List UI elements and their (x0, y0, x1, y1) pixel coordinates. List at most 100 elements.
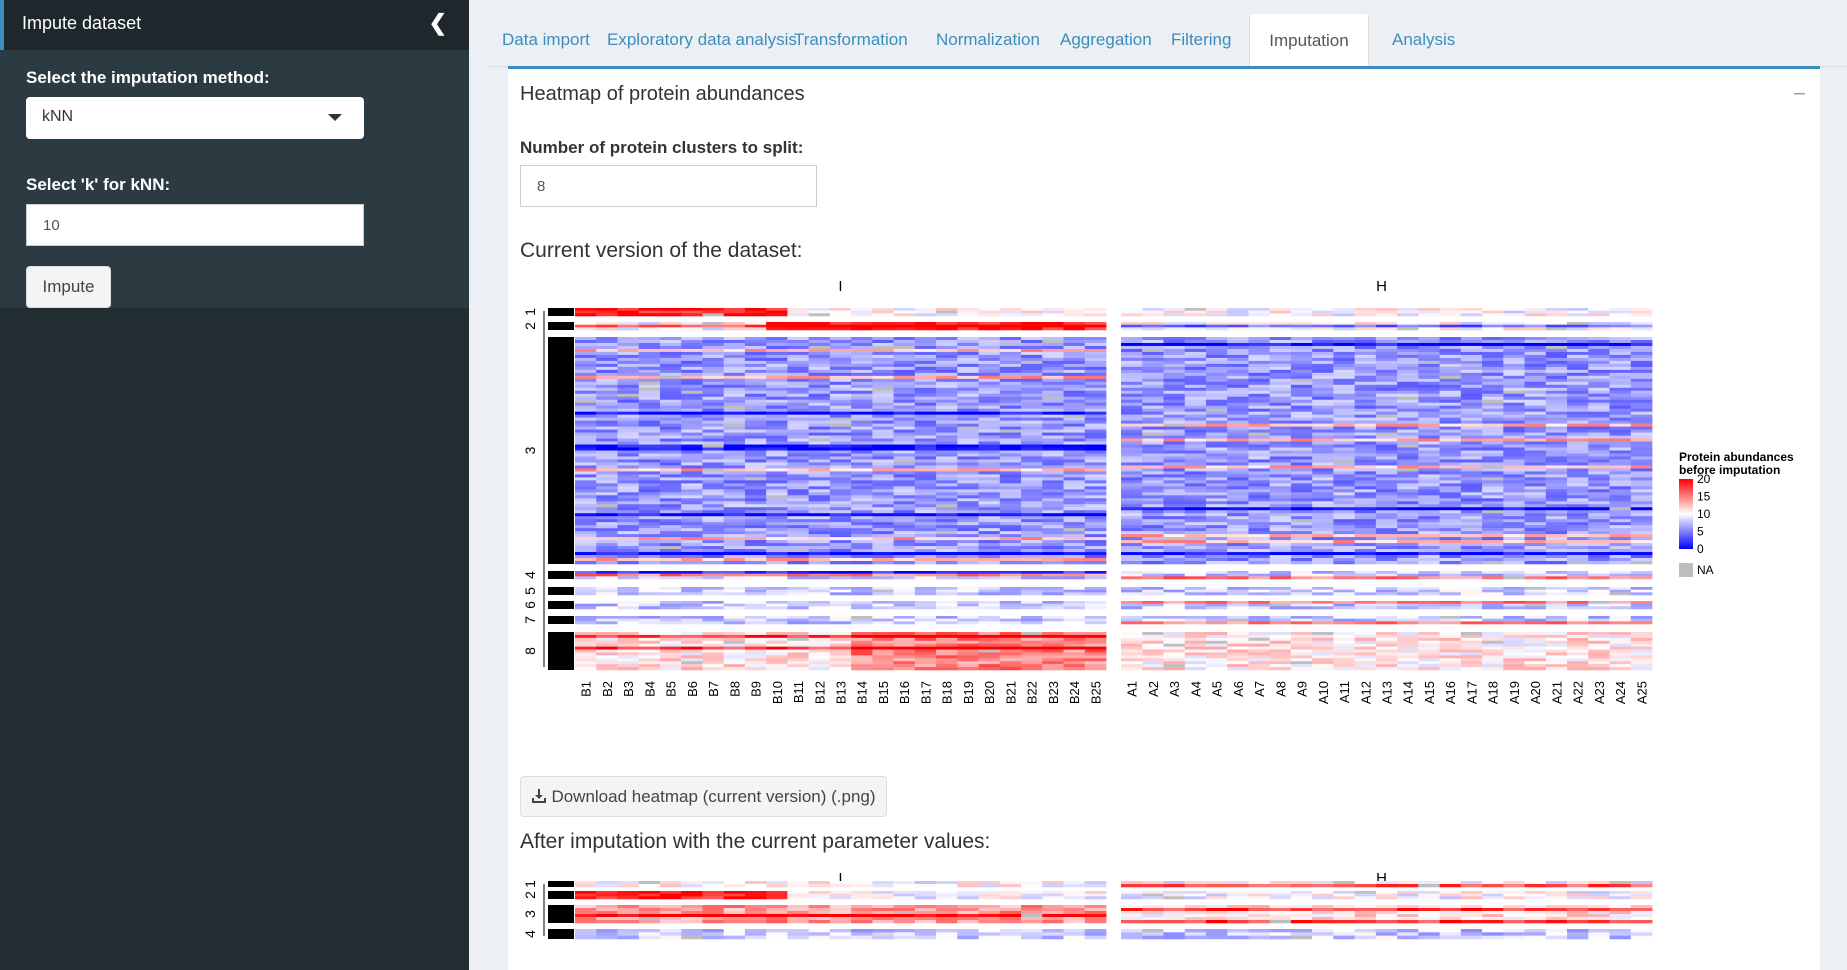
heatmap-cell (1227, 465, 1249, 469)
heatmap-cell (744, 387, 767, 392)
heatmap-cell (702, 658, 725, 662)
heatmap-cell (1588, 348, 1610, 353)
heatmap-cell (893, 558, 916, 562)
heatmap-cell (1163, 393, 1186, 398)
heatmap-cell (1354, 519, 1377, 523)
heatmap-cell (1312, 339, 1334, 344)
heatmap-cell (829, 507, 852, 511)
heatmap-cell (1588, 426, 1610, 430)
heatmap-cell (872, 441, 894, 445)
heatmap-cell (596, 495, 618, 499)
heatmap-cell (999, 429, 1022, 433)
heatmap-cell (808, 507, 831, 511)
collapse-icon[interactable]: − (1793, 81, 1806, 106)
tab-data-import[interactable]: Data import (502, 30, 590, 49)
heatmap-cell (1163, 504, 1186, 508)
heatmap-cell (638, 308, 661, 311)
heatmap-cell (957, 432, 979, 436)
heatmap-cell (893, 649, 916, 653)
heatmap-cell (1269, 438, 1292, 442)
heatmap-cell (1460, 498, 1483, 502)
heatmap-cell (872, 552, 894, 556)
heatmap-cell (787, 510, 810, 514)
heatmap-cell (659, 381, 682, 386)
heatmap-cell (808, 402, 831, 406)
heatmap-cell (681, 513, 703, 517)
heatmap-cell (723, 381, 746, 386)
heatmap-cell (1021, 387, 1043, 392)
heatmap-cell (702, 525, 725, 529)
heatmap-cell (808, 414, 831, 418)
heatmap-cell (702, 504, 725, 508)
heatmap-cell (851, 435, 873, 439)
impute-button[interactable]: Impute (26, 266, 111, 308)
heatmap-cell (893, 339, 916, 344)
heatmap-cell (575, 519, 597, 523)
heatmap-cell (1205, 342, 1228, 347)
heatmap-cell (787, 513, 810, 517)
tab-normalization[interactable]: Normalization (936, 30, 1040, 49)
heatmap-cell (1333, 411, 1356, 415)
heatmap-cell (1482, 342, 1504, 347)
heatmap-cell (1482, 471, 1504, 475)
k-input[interactable]: 10 (26, 204, 364, 246)
heatmap-cell (766, 634, 788, 639)
heatmap-cell (1063, 456, 1086, 460)
heatmap-cell (1545, 411, 1568, 415)
tab-analysis[interactable]: Analysis (1392, 30, 1456, 49)
heatmap-cell (1121, 381, 1143, 386)
heatmap-cell (1524, 474, 1547, 478)
heatmap-cell (702, 531, 725, 535)
tab-aggregation[interactable]: Aggregation (1060, 30, 1152, 49)
tab-imputation[interactable]: Imputation (1249, 14, 1369, 66)
clusters-input[interactable]: 8 (520, 165, 817, 207)
heatmap-cell (617, 450, 640, 454)
tab-filtering[interactable]: Filtering (1171, 30, 1232, 49)
heatmap-cell (893, 525, 916, 529)
heatmap-cell (681, 510, 703, 514)
heatmap-cell (1312, 522, 1334, 526)
heatmap-cell (1248, 537, 1271, 541)
heatmap-cell (1227, 387, 1249, 392)
heatmap-cell (1021, 378, 1043, 383)
heatmap-cell (851, 381, 873, 386)
heatmap-cell (914, 324, 937, 328)
heatmap-cell (1588, 405, 1610, 409)
heatmap-cell (1142, 459, 1164, 463)
heatmap-cell (957, 375, 979, 380)
heatmap-cell (1084, 342, 1107, 347)
heatmap-cell (1121, 528, 1143, 532)
heatmap-cell (744, 337, 767, 341)
heatmap-cell (978, 504, 1001, 508)
heatmap-cell (1142, 573, 1164, 577)
heatmap-cell (596, 552, 618, 556)
tab-exploratory-data-analysis[interactable]: Exploratory data analysis (607, 30, 797, 49)
heatmap-cell (596, 516, 618, 520)
heatmap-cell (851, 510, 873, 514)
heatmap-cell (1205, 360, 1228, 365)
heatmap-cell (1021, 501, 1043, 505)
heatmap-cell (1375, 420, 1398, 424)
heatmap-cell (596, 441, 618, 445)
heatmap-cell (893, 420, 916, 424)
heatmap-cell (1163, 387, 1186, 392)
heatmap-cell (1063, 486, 1086, 490)
heatmap-cell (575, 558, 597, 562)
heatmap-cell (1063, 441, 1086, 445)
heatmap-cell (808, 387, 831, 392)
heatmap-cell (1269, 519, 1292, 523)
heatmap-cell (1609, 621, 1632, 625)
collapse-sidebar-chevron-icon[interactable]: ❮ (428, 10, 447, 35)
heatmap-cell (659, 519, 682, 523)
heatmap-cell (1142, 531, 1164, 535)
heatmap-cell (1021, 483, 1043, 487)
tab-transformation[interactable]: Transformation (794, 30, 908, 49)
heatmap-cell (1021, 601, 1043, 604)
imputation-method-select[interactable]: kNN (26, 97, 364, 139)
heatmap-cell (872, 492, 894, 496)
heatmap-cell (1545, 423, 1568, 427)
heatmap-cell (1184, 501, 1207, 505)
heatmap-cell (957, 420, 979, 424)
heatmap-cell (1333, 486, 1356, 490)
heatmap-cell (1588, 456, 1610, 460)
